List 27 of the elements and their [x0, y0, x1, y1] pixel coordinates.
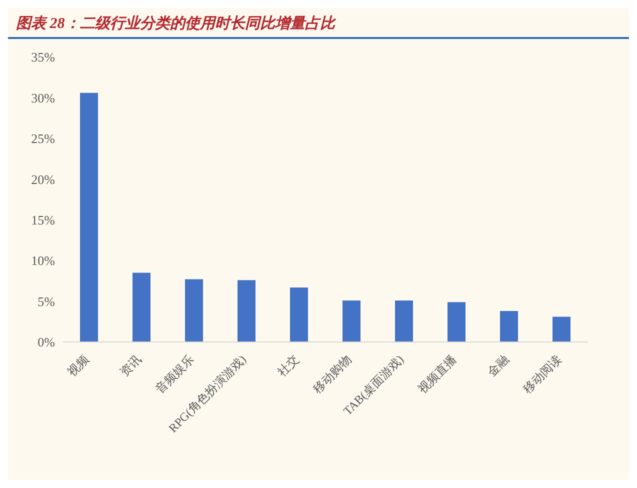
bar [290, 287, 308, 342]
x-tick-label: 资讯 [117, 352, 144, 380]
y-tick-label: 30% [31, 90, 56, 106]
x-tick-label: 移动阅读 [520, 352, 564, 396]
bar [132, 272, 150, 342]
x-tick-label: 移动购物 [310, 352, 354, 396]
bar [185, 279, 203, 342]
x-tick-label: 社交 [274, 352, 302, 380]
x-tick-label: 音频娱乐 [152, 352, 196, 396]
bar [448, 302, 466, 342]
y-tick-label: 35% [31, 50, 56, 65]
y-tick-label: 15% [31, 212, 56, 228]
x-tick-label: 金融 [484, 352, 512, 380]
x-tick-label: 视频 [64, 352, 92, 380]
y-tick-label: 10% [31, 253, 56, 268]
y-tick-label: 0% [38, 334, 56, 350]
bar [80, 92, 98, 342]
bar [552, 316, 570, 342]
bar [500, 311, 518, 342]
y-tick-label: 25% [31, 131, 56, 146]
y-tick-label: 5% [38, 294, 56, 309]
x-tick-label: 视频直播 [415, 352, 459, 396]
y-tick-label: 20% [31, 172, 56, 187]
bar [342, 300, 360, 342]
bar [395, 300, 413, 342]
chart-title: 图表 28：二级行业分类的使用时长同比增量占比 [8, 8, 629, 39]
bar [238, 280, 256, 342]
